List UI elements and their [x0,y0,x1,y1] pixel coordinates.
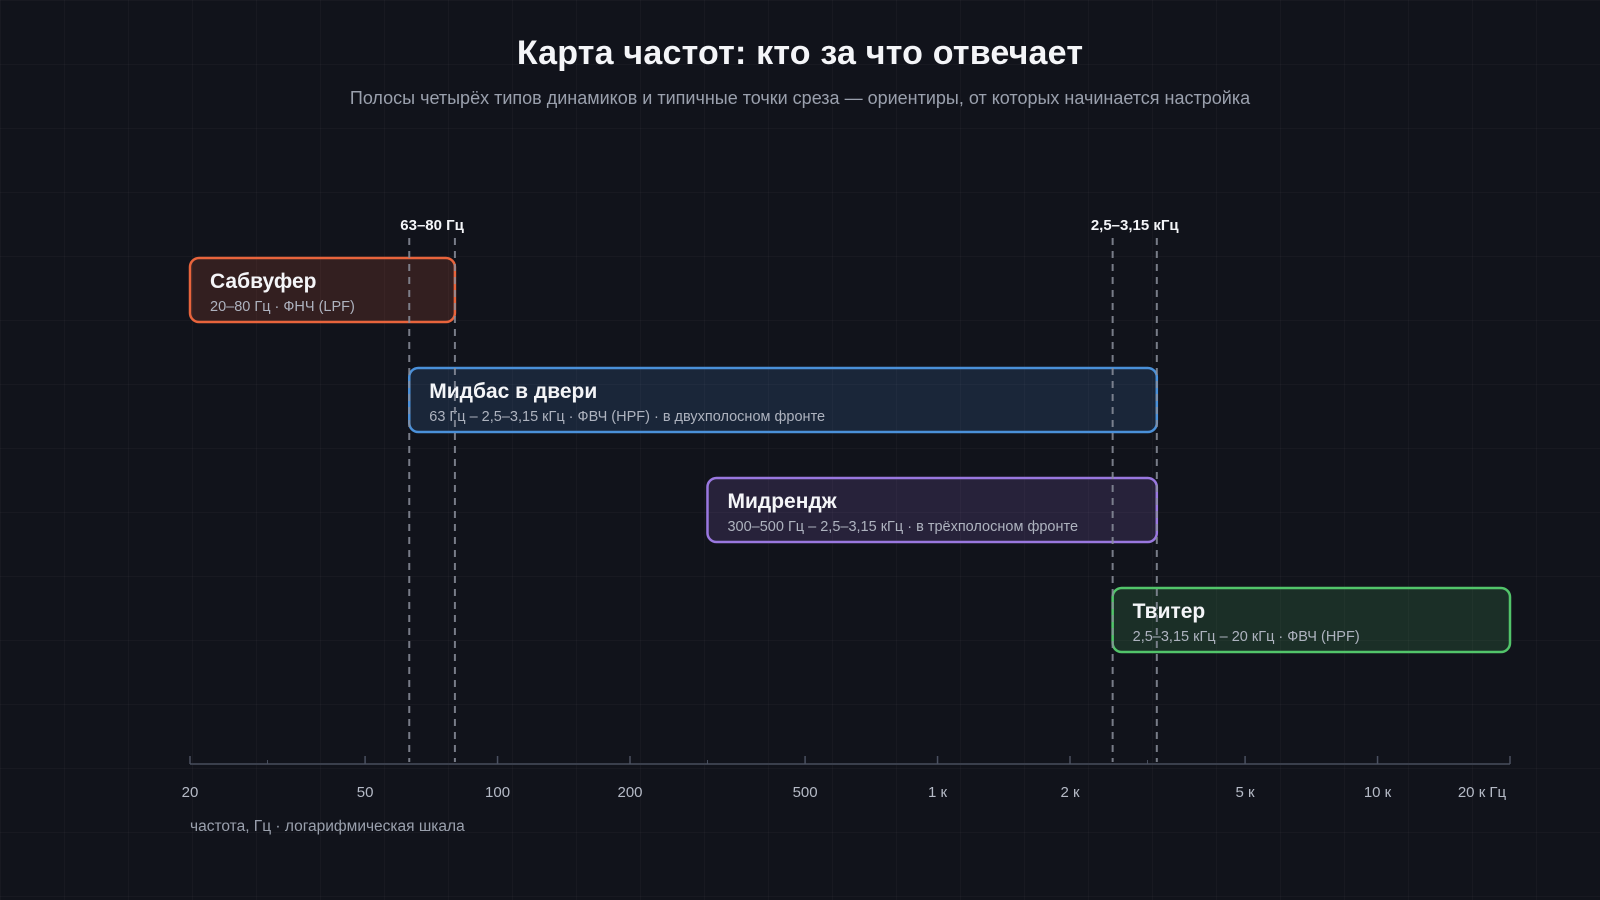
x-tick-label: 100 [485,784,510,801]
x-tick-label: 1 к [928,784,948,801]
x-tick-label: 50 [357,784,374,801]
x-tick-label: 500 [793,784,818,801]
x-tick-label: 2 к [1060,784,1080,801]
cutoff-label: 2,5–3,15 кГц [1091,217,1180,234]
axis-caption: частота, Гц · логарифмическая шкала [190,818,465,835]
chart-title: Карта частот: кто за что отвечает [516,34,1084,72]
band-title: Мидбас в двери [429,380,597,403]
band-description: 20–80 Гц · ФНЧ (LPF) [210,299,355,315]
band-description: 300–500 Гц – 2,5–3,15 кГц · в трёхполосн… [727,519,1078,535]
band-bar [706,476,1159,544]
x-tick-label: 20 [182,784,199,801]
cutoff-label: 63–80 Гц [400,217,464,234]
x-tick-label: 200 [617,784,642,801]
x-tick-label: 20 к Гц [1458,784,1507,801]
band-description: 63 Гц – 2,5–3,15 кГц · ФВЧ (HPF) · в дву… [429,409,825,425]
band-title: Сабвуфер [210,270,316,293]
band-title: Мидрендж [727,490,837,513]
band-description: 2,5–3,15 кГц – 20 кГц · ФВЧ (HPF) [1133,629,1360,645]
chart-subtitle: Полосы четырёх типов динамиков и типичны… [349,88,1251,108]
x-tick-label: 5 к [1236,784,1256,801]
band-title: Твитер [1133,600,1206,623]
x-tick-label: 10 к [1364,784,1392,801]
